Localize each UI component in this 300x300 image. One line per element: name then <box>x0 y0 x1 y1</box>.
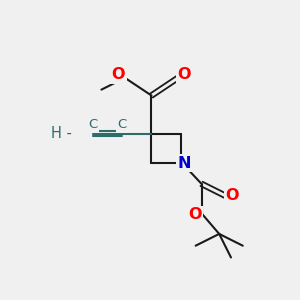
Text: O: O <box>112 68 125 82</box>
Text: N: N <box>178 156 191 171</box>
Text: O: O <box>188 207 202 222</box>
Text: O: O <box>178 68 191 82</box>
Text: H -: H - <box>51 126 72 141</box>
Text: C: C <box>88 118 97 131</box>
Text: O: O <box>226 188 239 203</box>
Text: C: C <box>117 118 127 131</box>
